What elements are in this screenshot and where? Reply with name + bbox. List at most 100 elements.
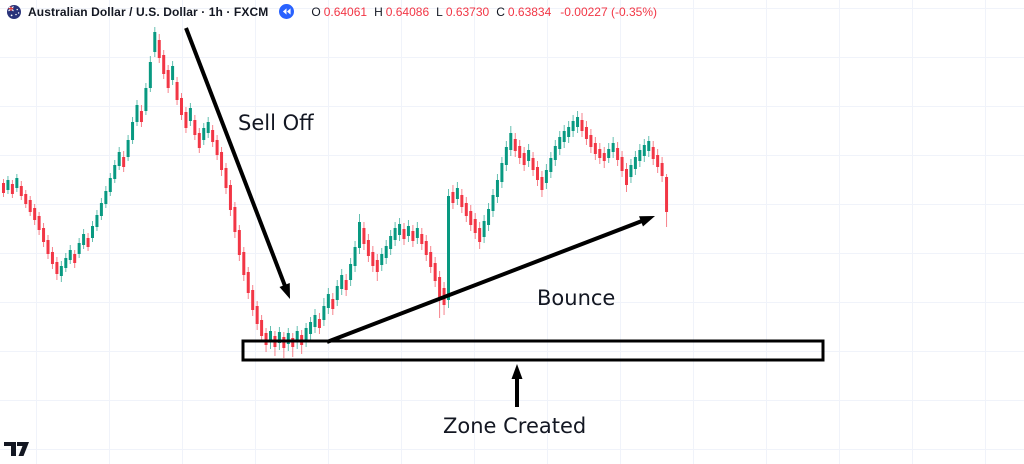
- sell-off-arrow[interactable]: [184, 27, 288, 289]
- candle-body: [6, 180, 10, 190]
- candle-body: [482, 221, 486, 237]
- tradingview-logo: [4, 440, 30, 463]
- candle-body: [491, 195, 495, 211]
- candle-body: [10, 184, 14, 194]
- candle-body: [180, 98, 183, 115]
- candle-body: [139, 111, 143, 122]
- candle-body: [277, 332, 281, 343]
- candle-body: [99, 203, 103, 216]
- candle-body: [82, 234, 86, 245]
- candle-body: [647, 141, 651, 151]
- candle-body: [233, 207, 237, 232]
- candle-body: [384, 246, 388, 258]
- candle-body: [42, 228, 46, 242]
- candle-body: [55, 262, 59, 274]
- candle-body: [113, 165, 117, 179]
- candle-body: [580, 120, 584, 131]
- candle-body: [184, 112, 188, 128]
- candle-body: [206, 122, 210, 133]
- candle-body: [371, 252, 375, 266]
- candle-body: [135, 105, 139, 122]
- candle-body: [224, 168, 228, 188]
- bar-replay-icon[interactable]: [279, 4, 295, 19]
- open-value: 0.64061: [323, 4, 368, 19]
- candle-body: [353, 247, 357, 266]
- candle-body: [50, 252, 54, 264]
- candle-body: [153, 32, 157, 52]
- candle-body: [607, 149, 611, 158]
- candle-body: [447, 196, 450, 300]
- candle-body: [536, 167, 539, 180]
- candle-body: [340, 275, 344, 289]
- candle-body: [313, 315, 317, 327]
- candle-body: [117, 152, 121, 166]
- candle-body: [602, 153, 606, 161]
- symbol-title[interactable]: Australian Dollar / U.S. Dollar · 1h · F…: [28, 4, 269, 19]
- candle-body: [389, 236, 393, 249]
- candle-body: [162, 55, 166, 74]
- candle-body: [131, 122, 135, 140]
- zone-created-label[interactable]: Zone Created: [443, 414, 587, 438]
- candle-body: [464, 203, 468, 216]
- candle-body: [642, 145, 646, 156]
- candle-body: [286, 333, 290, 344]
- candle-body: [660, 163, 664, 176]
- candle-body: [620, 157, 624, 171]
- candle-body: [317, 319, 321, 328]
- candle-body: [358, 222, 361, 248]
- candle-body: [335, 286, 339, 300]
- zone-rectangle[interactable]: [241, 339, 825, 362]
- candle-body: [665, 177, 669, 212]
- open-label: O: [311, 4, 321, 19]
- candle-body: [571, 121, 575, 131]
- high-label: H: [374, 4, 383, 19]
- candle-body: [237, 230, 241, 255]
- candle-body: [460, 195, 464, 207]
- candle-body: [59, 266, 63, 276]
- zone-created-arrow-head[interactable]: [511, 364, 523, 379]
- candle-body: [638, 150, 642, 161]
- candle-body: [166, 70, 170, 88]
- candle-body: [633, 157, 637, 169]
- candle-body: [656, 155, 660, 167]
- candle-body: [211, 130, 215, 142]
- close-value: 0.63834: [507, 4, 552, 19]
- candle-body: [553, 146, 557, 160]
- candle-body: [478, 228, 482, 242]
- candle-body: [122, 157, 126, 167]
- high-value: 0.64086: [385, 4, 430, 19]
- candle-body: [562, 131, 566, 142]
- bounce-arrow[interactable]: [326, 218, 645, 344]
- bounce-arrow-head[interactable]: [639, 216, 655, 227]
- candle-body: [366, 240, 370, 256]
- sell-off-arrow-head[interactable]: [279, 283, 290, 299]
- candle-body: [362, 228, 366, 244]
- candle-body: [193, 120, 197, 135]
- candle-body: [171, 66, 175, 80]
- candle-body: [589, 135, 593, 147]
- close-label: C: [496, 4, 505, 19]
- candle-body: [415, 228, 419, 238]
- candle-body: [260, 320, 264, 336]
- candle-body: [344, 280, 348, 290]
- candle-body: [576, 117, 580, 127]
- low-value: 0.63730: [445, 4, 490, 19]
- bounce-label[interactable]: Bounce: [537, 286, 616, 310]
- candle-body: [544, 170, 548, 183]
- candle-body: [469, 211, 473, 225]
- candle-body: [304, 328, 308, 340]
- candle-body: [68, 250, 72, 260]
- candle-body: [19, 186, 23, 196]
- candle-body: [513, 139, 517, 151]
- symbol-legend: Australian Dollar / U.S. Dollar · 1h · F…: [7, 4, 657, 19]
- candle-body: [95, 215, 99, 227]
- candle-body: [202, 128, 206, 140]
- candle-body: [500, 163, 504, 182]
- candle-body: [402, 229, 406, 239]
- candle-body: [2, 183, 5, 193]
- candle-body: [251, 290, 255, 310]
- sell-off-label[interactable]: Sell Off: [238, 111, 314, 135]
- candle-body: [108, 178, 112, 192]
- candle-body: [455, 188, 459, 199]
